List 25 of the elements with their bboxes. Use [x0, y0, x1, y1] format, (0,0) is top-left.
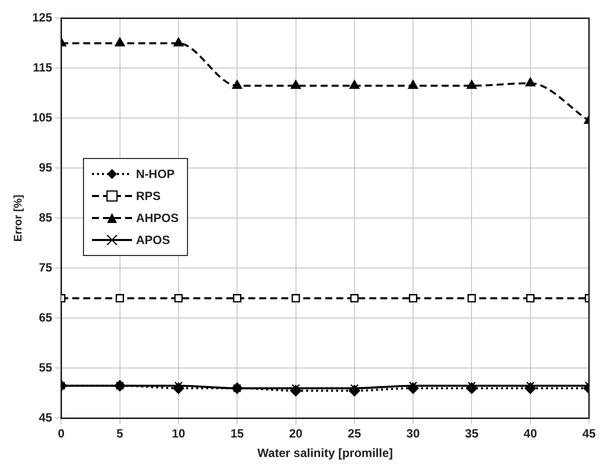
y-tick-label: 95	[38, 160, 53, 175]
x-tick-label: 15	[230, 426, 244, 441]
x-tick-label: 0	[58, 426, 65, 441]
y-tick-label: 55	[38, 360, 53, 375]
x-tick-label: 45	[582, 426, 596, 441]
x-tick-label: 30	[406, 426, 420, 441]
x-tick-label: 5	[116, 426, 124, 441]
legend-label: N-HOP	[136, 167, 175, 181]
x-tick-label: 40	[524, 426, 538, 441]
y-tick-label: 85	[38, 210, 53, 225]
x-axis-title: Water salinity [promille]	[257, 446, 393, 460]
y-tick-label: 65	[38, 310, 53, 325]
y-axis-title: Error [%]	[12, 194, 25, 242]
y-tick-label: 115	[32, 60, 53, 75]
x-tick-label: 35	[465, 426, 479, 441]
x-tick-label: 25	[348, 426, 362, 441]
y-tick-label: 125	[32, 10, 53, 25]
y-tick-label: 75	[38, 260, 53, 275]
x-tick-label: 10	[172, 426, 186, 441]
legend-label: AHPOS	[136, 211, 179, 225]
legend-label: APOS	[136, 233, 170, 247]
x-tick-label: 20	[289, 426, 303, 441]
y-tick-label: 105	[32, 110, 53, 125]
y-tick-label: 45	[38, 410, 53, 425]
legend-label: RPS	[136, 189, 161, 203]
